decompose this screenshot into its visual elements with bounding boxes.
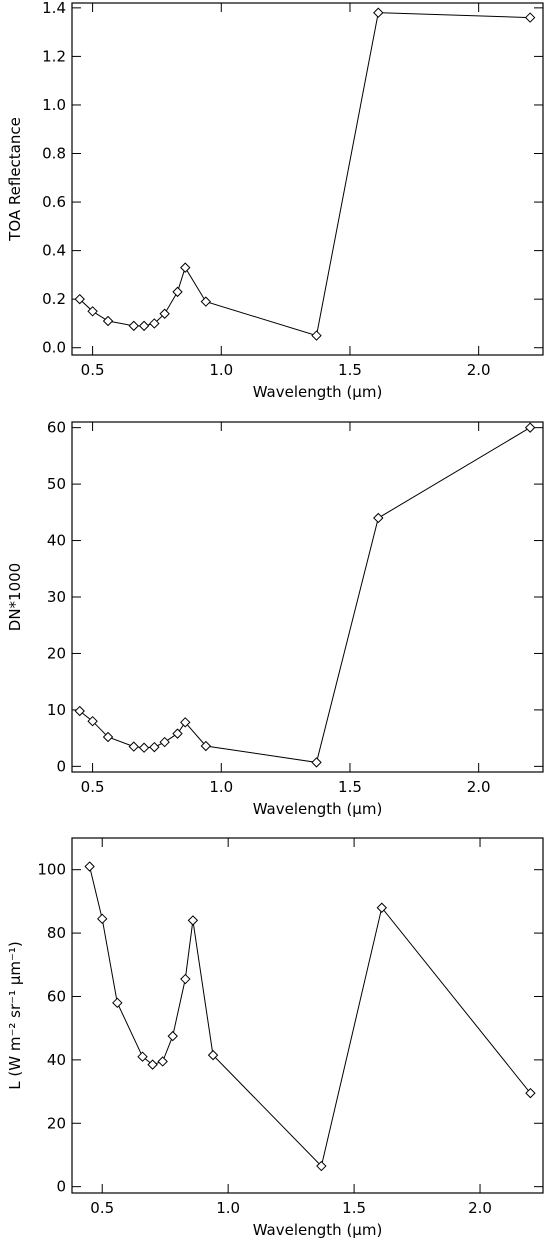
y-tick-label: 0.4 <box>42 242 66 260</box>
y-tick-label: 0.8 <box>42 145 66 163</box>
data-point-marker <box>172 728 183 739</box>
series-line <box>89 866 531 1168</box>
data-point-marker <box>524 12 536 23</box>
data-point-marker <box>102 731 114 743</box>
data-point-marker <box>97 913 108 925</box>
data-point-marker <box>84 861 95 872</box>
data-point-marker <box>138 320 150 332</box>
data-point-marker <box>74 705 85 717</box>
x-axis-title: Wavelength (μm) <box>253 1221 383 1239</box>
data-point-marker <box>373 512 384 524</box>
data-point-marker <box>87 715 98 727</box>
data-point-marker <box>373 7 384 18</box>
data-point-marker <box>74 293 85 305</box>
data-point-marker <box>128 741 139 752</box>
x-tick-label: 0.5 <box>90 1199 114 1217</box>
y-tick-label: 30 <box>47 588 66 606</box>
x-tick-label: 1.0 <box>209 778 233 796</box>
y-tick-label: 20 <box>47 644 66 662</box>
data-point-marker <box>112 997 123 1009</box>
y-tick-label: 10 <box>47 701 66 719</box>
reflectance-panel: 0.5 1.0 1.5 2.0 0.0 0.2 0.4 0.6 0.8 1.0 1.2 1.4 Wave… <box>6 0 544 401</box>
y-tick-label: 100 <box>37 861 66 879</box>
y-tick-label: 40 <box>47 1051 66 1069</box>
y-tick-label: 20 <box>47 1114 66 1132</box>
plot-frame <box>71 2 544 356</box>
data-point-marker <box>376 902 388 913</box>
data-point-marker <box>207 1049 219 1061</box>
data-point-marker <box>167 1030 178 1042</box>
y-tick-label: 60 <box>47 987 66 1005</box>
y-tick-label: 0 <box>56 757 66 775</box>
x-tick-label: 0.5 <box>81 778 105 796</box>
data-point-marker <box>180 973 191 985</box>
series-line <box>79 12 531 337</box>
data-point-marker <box>525 1087 536 1099</box>
y-tick-label: 0.2 <box>42 290 66 308</box>
data-point-marker <box>172 286 183 298</box>
data-point-marker <box>159 736 170 748</box>
data-point-marker <box>157 1056 168 1067</box>
x-tick-label: 2.0 <box>468 1199 492 1217</box>
data-point-marker <box>102 315 114 327</box>
plot-frame <box>71 421 544 773</box>
y-tick-label: 1.4 <box>42 0 66 17</box>
data-point-marker <box>128 320 139 332</box>
data-point-marker <box>200 296 212 307</box>
y-tick-label: 1.0 <box>42 96 66 114</box>
plot-frame <box>71 837 544 1194</box>
x-tick-label: 0.5 <box>81 361 105 379</box>
data-point-marker <box>187 915 199 926</box>
x-tick-label: 1.5 <box>342 1199 366 1217</box>
x-tick-label: 2.0 <box>467 361 491 379</box>
y-tick-label: 0.6 <box>42 193 66 211</box>
y-tick-label: 50 <box>47 475 66 493</box>
data-point-marker <box>180 262 191 273</box>
x-tick-label: 1.5 <box>338 361 362 379</box>
data-point-marker <box>138 742 150 753</box>
data-point-marker <box>159 308 170 319</box>
data-point-marker <box>524 422 536 433</box>
x-axis-title: Wavelength (μm) <box>253 383 383 401</box>
y-tick-label: 60 <box>47 419 66 437</box>
series-line <box>79 427 531 763</box>
x-tick-label: 2.0 <box>467 778 491 796</box>
dn-panel: 0.5 1.0 1.5 2.0 0 10 20 30 40 50 60 Wavelength (μm)… <box>6 419 544 818</box>
x-axis-title: Wavelength (μm) <box>253 800 383 818</box>
x-tick-label: 1.0 <box>216 1199 240 1217</box>
data-point-marker <box>200 740 212 752</box>
y-axis-title: DN*1000 <box>6 563 24 631</box>
data-point-marker <box>149 741 160 753</box>
data-point-marker <box>316 1160 327 1172</box>
x-tick-label: 1.5 <box>338 778 362 796</box>
y-axis-title: TOA Reflectance <box>6 117 24 242</box>
data-point-marker <box>311 757 322 768</box>
x-tick-label: 1.0 <box>209 361 233 379</box>
y-tick-label: 0.0 <box>42 339 66 357</box>
y-axis-title: L (W m⁻² sr⁻¹ μm⁻¹) <box>6 941 24 1090</box>
data-point-marker <box>137 1051 148 1062</box>
data-point-marker <box>149 318 160 329</box>
radiance-panel: 0.5 1.0 1.5 2.0 0 20 40 60 80 100 Wavelength (μm) L… <box>6 837 544 1239</box>
y-tick-label: 1.2 <box>42 47 66 65</box>
y-tick-label: 80 <box>47 924 66 942</box>
data-point-marker <box>147 1059 158 1070</box>
y-tick-label: 0 <box>56 1178 66 1196</box>
data-point-marker <box>311 330 322 341</box>
data-point-marker <box>87 306 98 317</box>
data-point-marker <box>180 717 191 728</box>
y-tick-label: 40 <box>47 532 66 550</box>
